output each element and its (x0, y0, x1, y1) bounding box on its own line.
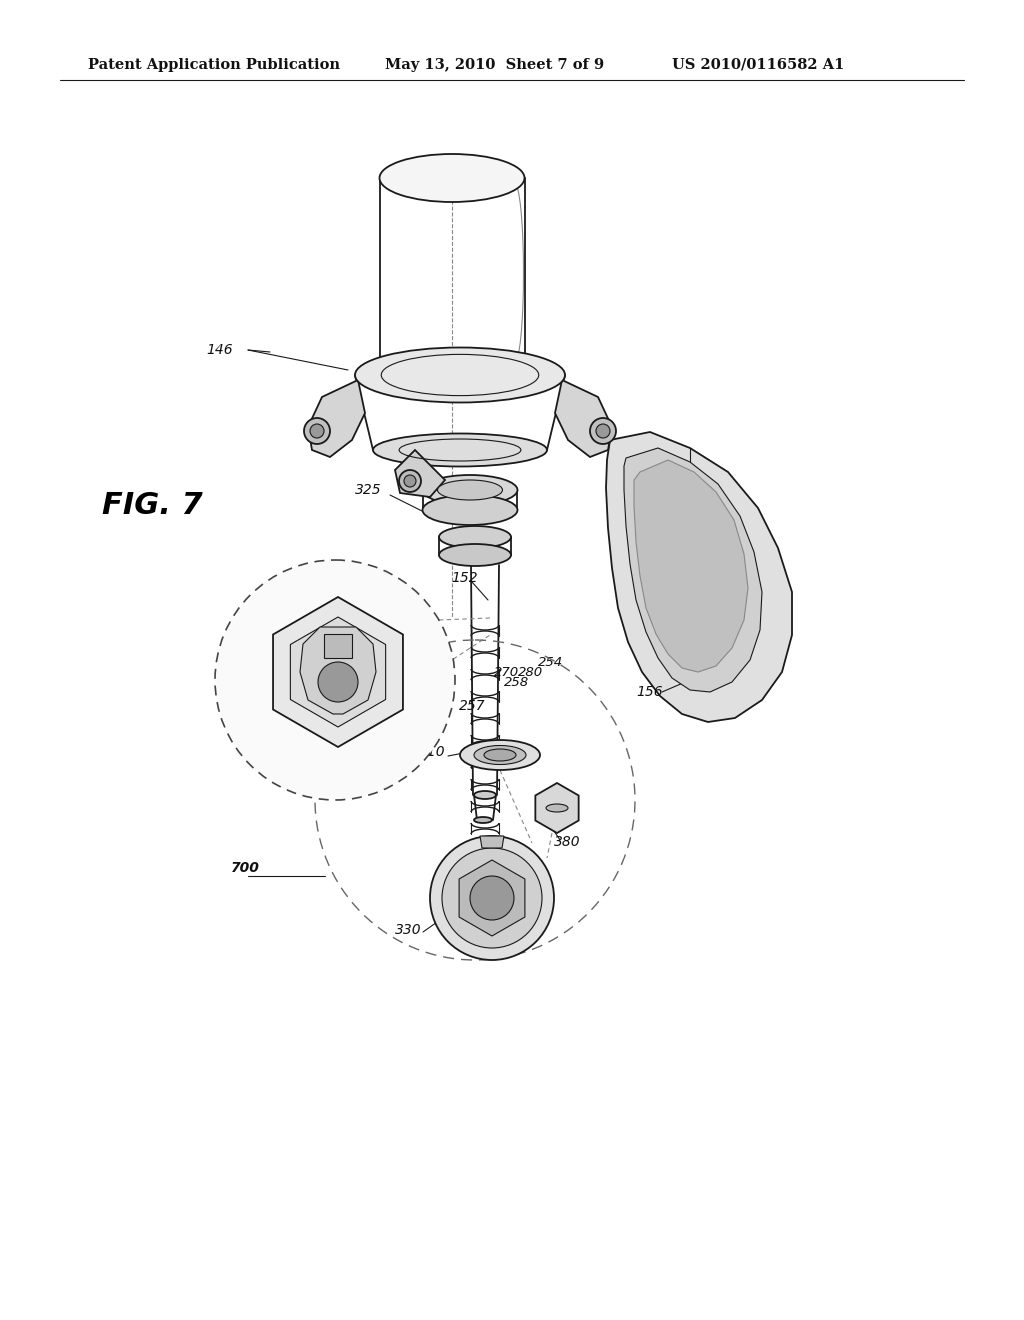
Ellipse shape (474, 791, 496, 799)
Circle shape (215, 560, 455, 800)
Text: FIG. 7: FIG. 7 (102, 491, 203, 520)
Polygon shape (324, 634, 352, 657)
Polygon shape (300, 627, 376, 714)
Text: 152: 152 (452, 572, 478, 585)
Ellipse shape (423, 475, 517, 506)
Circle shape (310, 424, 324, 438)
Ellipse shape (474, 817, 492, 822)
Circle shape (442, 847, 542, 948)
Polygon shape (480, 836, 504, 847)
Ellipse shape (437, 480, 503, 500)
Polygon shape (395, 450, 445, 498)
Text: 375: 375 (249, 610, 275, 624)
Polygon shape (536, 783, 579, 833)
Text: 320: 320 (375, 693, 401, 708)
Ellipse shape (380, 154, 524, 202)
Polygon shape (624, 447, 762, 692)
Circle shape (318, 663, 358, 702)
Polygon shape (634, 459, 748, 672)
Ellipse shape (355, 347, 565, 403)
Ellipse shape (484, 748, 516, 762)
Text: 310: 310 (419, 744, 445, 759)
Ellipse shape (439, 525, 511, 548)
Polygon shape (606, 432, 792, 722)
Ellipse shape (373, 433, 547, 466)
Ellipse shape (423, 495, 517, 525)
Polygon shape (291, 616, 386, 727)
Text: 380: 380 (554, 836, 581, 849)
Text: 280: 280 (518, 667, 543, 680)
Ellipse shape (460, 741, 540, 770)
Circle shape (596, 424, 610, 438)
Text: 257: 257 (459, 700, 485, 713)
Text: 330: 330 (394, 923, 421, 937)
Text: Patent Application Publication: Patent Application Publication (88, 58, 340, 73)
Ellipse shape (380, 348, 524, 397)
Ellipse shape (546, 804, 568, 812)
Text: 146: 146 (207, 343, 233, 356)
Circle shape (404, 475, 416, 487)
Circle shape (470, 876, 514, 920)
Text: 327: 327 (268, 688, 295, 702)
Polygon shape (273, 597, 403, 747)
Text: 325: 325 (354, 483, 381, 498)
Text: 258: 258 (504, 676, 529, 689)
Text: 156: 156 (637, 685, 664, 700)
Polygon shape (308, 380, 365, 457)
Circle shape (304, 418, 330, 444)
Text: 700: 700 (230, 861, 259, 875)
Ellipse shape (474, 746, 526, 764)
Ellipse shape (439, 544, 511, 566)
Circle shape (590, 418, 616, 444)
Text: 270: 270 (494, 665, 519, 678)
Polygon shape (555, 380, 612, 457)
Text: 254: 254 (538, 656, 563, 669)
Text: US 2010/0116582 A1: US 2010/0116582 A1 (672, 58, 845, 73)
Polygon shape (459, 861, 525, 936)
Text: May 13, 2010  Sheet 7 of 9: May 13, 2010 Sheet 7 of 9 (385, 58, 604, 73)
Circle shape (430, 836, 554, 960)
Circle shape (399, 470, 421, 492)
